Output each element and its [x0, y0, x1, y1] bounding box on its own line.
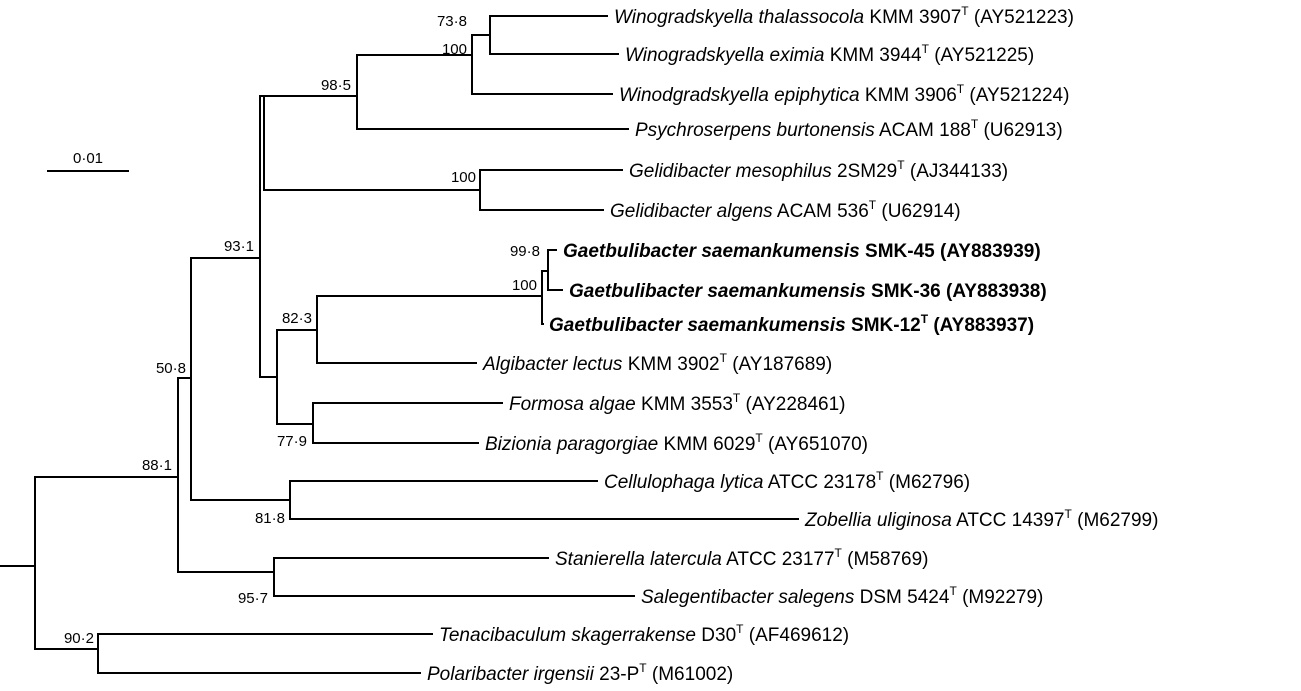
branch-node-100-gelid: [263, 169, 481, 211]
taxon-label: Gelidibacter mesophilus 2SM29T (AJ344133…: [629, 158, 1008, 182]
bootstrap-value: 93·1: [224, 238, 254, 255]
branch-node-82-3: [276, 295, 318, 364]
taxon-label: Tenacibaculum skagerrakense D30T (AF4696…: [439, 622, 849, 646]
taxon-label: Cellulophaga lytica ATCC 23178T (M62796): [604, 469, 970, 493]
taxon-label: Salegentibacter salegens DSM 5424T (M922…: [641, 584, 1043, 608]
branch-node-90-2: [34, 633, 99, 674]
bootstrap-value: 98·5: [321, 77, 351, 94]
bootstrap-value: 100: [451, 169, 476, 186]
taxon-label: Zobellia uliginosa ATCC 14397T (M62799): [804, 507, 1158, 531]
branch-node-a: [263, 54, 358, 130]
branch-node-93-1: [190, 95, 261, 378]
branch-node-88-1: [34, 377, 179, 573]
bootstrap-value: 99·8: [510, 243, 540, 260]
bootstrap-value: 100: [512, 277, 537, 294]
taxon-label: Polaribacter irgensii 23-PT (M61002): [427, 661, 733, 685]
bootstrap-value: 77·9: [277, 433, 307, 450]
bootstrap-value: 88·1: [142, 457, 172, 474]
bootstrap-value: 82·3: [282, 310, 312, 327]
bootstrap-value: 81·8: [255, 510, 285, 527]
bootstrap-value: 50·8: [156, 360, 186, 377]
branch-node-95-7: [177, 557, 275, 597]
taxon-label: Winodgradskyella epiphytica KMM 3906T (A…: [619, 82, 1069, 106]
branch-node-b: [259, 329, 278, 425]
branch-node-77-9: [276, 402, 314, 444]
scale-bar-label: 0·01: [73, 150, 103, 167]
bootstrap-value: 90·2: [64, 630, 94, 647]
taxon-label: Psychroserpens burtonensis ACAM 188T (U6…: [635, 117, 1063, 141]
branch-root: [0, 476, 36, 650]
tree-branches: [0, 15, 799, 674]
bootstrap-value: 95·7: [238, 590, 268, 607]
taxon-labels: Winogradskyella thalassocola KMM 3907T (…: [427, 4, 1158, 685]
bootstrap-value: 100: [442, 41, 467, 58]
taxon-label: Gelidibacter algens ACAM 536T (U62914): [610, 198, 961, 222]
taxon-label: Bizionia paragorgiae KMM 6029T (AY651070…: [485, 431, 868, 455]
taxon-label-highlighted: Gaetbulibacter saemankumensis SMK-45 (AY…: [563, 241, 1041, 262]
branch-node-99-8: [541, 249, 549, 291]
taxon-label: Algibacter lectus KMM 3902T (AY187689): [482, 351, 832, 375]
taxon-label: Winogradskyella thalassocola KMM 3907T (…: [614, 4, 1074, 28]
branch-node-81-8: [190, 480, 291, 520]
branch-node-73-8: [471, 15, 491, 55]
taxon-label: Winogradskyella eximia KMM 3944T (AY5212…: [625, 42, 1034, 66]
taxon-label: Formosa algae KMM 3553T (AY228461): [509, 391, 846, 415]
bootstrap-value: 73·8: [437, 13, 467, 30]
branch-node-50-8: [177, 257, 192, 501]
branch-node-100-wino: [356, 34, 473, 95]
branch-node-100-gaet: [316, 270, 543, 325]
taxon-label-highlighted: Gaetbulibacter saemankumensis SMK-12T (A…: [549, 312, 1034, 336]
bootstrap-values: 73·8 100 98·5 100 93·1 99·8 100 82·3 77·…: [64, 13, 540, 647]
taxon-label-highlighted: Gaetbulibacter saemankumensis SMK-36 (AY…: [569, 281, 1047, 302]
taxon-label: Stanierella latercula ATCC 23177T (M5876…: [555, 546, 929, 570]
